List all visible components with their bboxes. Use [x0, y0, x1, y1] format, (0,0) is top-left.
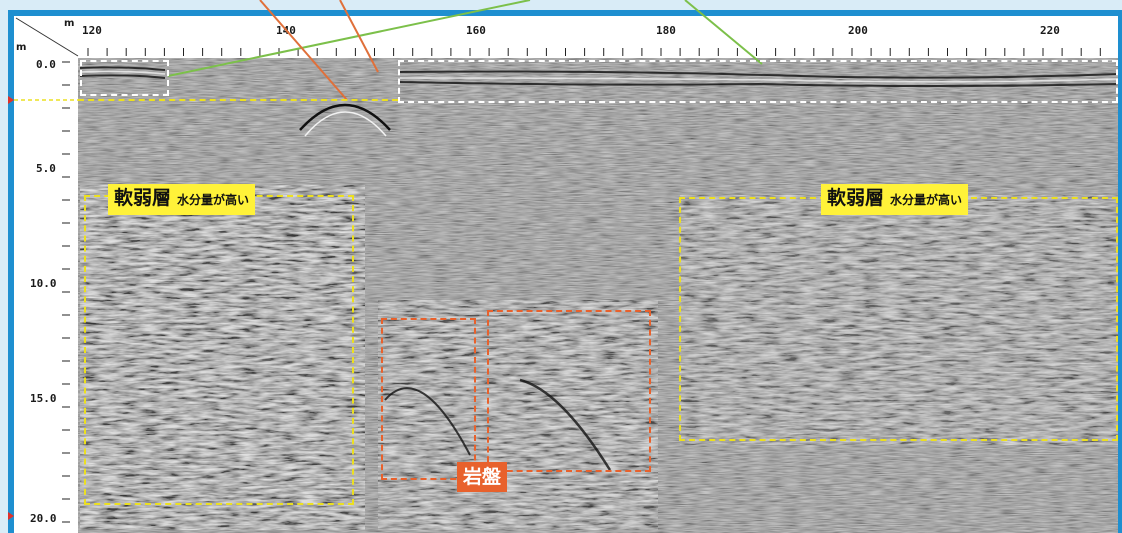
leader-line-orange-left	[259, 0, 348, 101]
leader-line-orange-right	[339, 0, 379, 73]
x-tick-180: 180	[656, 24, 676, 37]
soft-layer-label-left-sub: 水分量が高い	[177, 193, 250, 207]
depth-marker-lower	[8, 512, 14, 520]
depth-marker-upper	[8, 96, 14, 104]
y-tick-15: 15.0	[30, 392, 57, 405]
bedrock-box-left	[381, 318, 476, 480]
x-tick-160: 160	[466, 24, 486, 37]
y-tick-0: 0.0	[36, 58, 56, 71]
soft-layer-label-right: 軟弱層 水分量が高い	[821, 184, 969, 215]
x-tick-220: 220	[1040, 24, 1060, 37]
soft-layer-box-left	[84, 195, 354, 505]
x-axis-unit: m	[64, 18, 74, 29]
x-tick-120: 120	[82, 24, 102, 37]
leader-line-green-right	[684, 0, 763, 65]
leader-lines	[167, 0, 763, 101]
surface-box-left	[80, 60, 169, 96]
soft-layer-box-right	[679, 197, 1118, 441]
bedrock-box-right	[487, 310, 651, 472]
soft-layer-label-right-main: 軟弱層	[827, 187, 885, 209]
y-tick-10: 10.0	[30, 277, 57, 290]
soft-layer-label-left-main: 軟弱層	[114, 187, 172, 209]
soft-layer-label-left: 軟弱層 水分量が高い	[108, 184, 256, 215]
left-axis-panel	[14, 16, 78, 533]
y-axis: m 0.0 5.0 10.0 15.0 20.0	[16, 42, 70, 525]
x-axis: m 120 140 160 180 200 220	[64, 18, 1101, 56]
leader-line-green-left	[167, 0, 531, 77]
x-tick-200: 200	[848, 24, 868, 37]
bedrock-label: 岩盤	[457, 462, 508, 492]
y-tick-5: 5.0	[36, 162, 56, 175]
y-tick-20: 20.0	[30, 512, 57, 525]
soft-layer-label-right-sub: 水分量が高い	[890, 193, 963, 207]
pipe-depth-line	[78, 99, 398, 101]
y-axis-unit: m	[16, 42, 26, 53]
surface-box-right	[398, 60, 1118, 103]
